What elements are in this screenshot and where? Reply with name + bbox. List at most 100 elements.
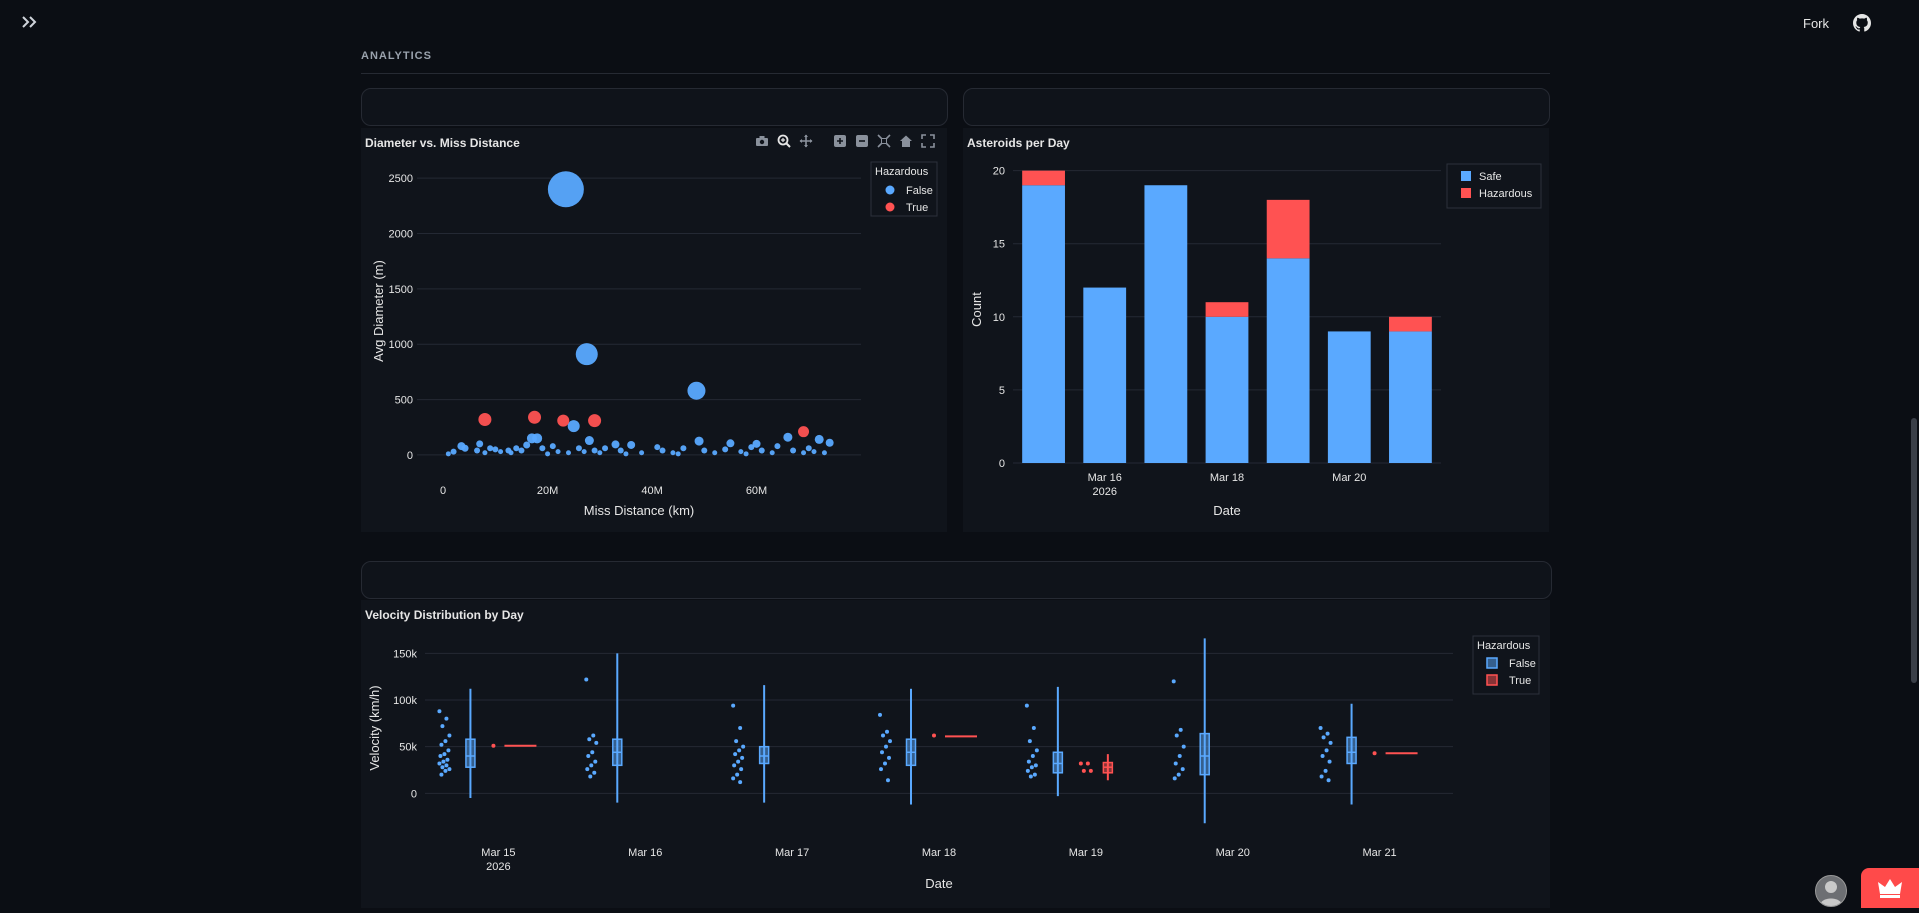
x-tick-label: Mar 20 (1216, 847, 1250, 859)
user-avatar[interactable] (1815, 875, 1847, 907)
box-body (758, 745, 770, 765)
box-point (1177, 754, 1182, 758)
y-axis-label: Count (969, 292, 984, 327)
home-icon[interactable] (899, 134, 913, 148)
data-point (474, 447, 481, 454)
bar-safe (1144, 185, 1188, 463)
data-point (591, 447, 598, 454)
box-point (594, 740, 599, 745)
y-axis-label: Velocity (km/h) (367, 685, 382, 770)
legend-title: Hazardous (1477, 640, 1531, 652)
box-point (437, 761, 442, 766)
data-point (790, 447, 797, 454)
box-point (740, 755, 745, 760)
autoscale-icon[interactable] (877, 134, 891, 148)
data-point (539, 445, 546, 452)
data-point (752, 439, 761, 448)
box-point (589, 763, 594, 768)
box-point (1321, 735, 1326, 740)
x-tick-label: Mar 16 (628, 847, 662, 859)
data-point (523, 441, 531, 449)
zoom-in-icon[interactable] (833, 134, 847, 148)
x-tick-label: 40M (641, 485, 662, 497)
camera-icon[interactable] (755, 134, 769, 148)
data-point (798, 426, 810, 438)
data-point (805, 445, 812, 452)
box-point (444, 763, 449, 768)
bar-safe (1083, 287, 1127, 463)
data-point (602, 445, 609, 452)
y-tick-label: 0 (999, 458, 1005, 470)
scatter-chart[interactable]: 0 500 1000 1500 2000 2500 0 20M 40M 60M Miss Dista… (361, 128, 947, 532)
github-icon[interactable] (1853, 14, 1871, 32)
data-point (575, 343, 598, 366)
box-point (447, 767, 452, 772)
x-axis-label: Date (925, 876, 952, 891)
box-point (1031, 726, 1036, 730)
bar-safe (1389, 331, 1432, 463)
legend-marker (885, 202, 895, 212)
data-point (811, 449, 817, 455)
scatter-chart-title: Diameter vs. Miss Distance (365, 136, 520, 150)
bar-safe (1022, 185, 1065, 463)
data-point (738, 449, 744, 455)
box-point (590, 750, 595, 755)
box-point (1028, 774, 1033, 779)
data-point (584, 436, 594, 446)
y-tick-label: 2000 (389, 229, 413, 241)
box-point (879, 767, 883, 772)
box-body (1052, 751, 1064, 774)
box-point (886, 778, 890, 783)
box-point (1318, 726, 1323, 730)
fork-link[interactable]: Fork (1803, 16, 1829, 31)
box-point (1024, 703, 1029, 708)
x-tick-label: 2026 (1092, 486, 1116, 498)
bar-safe (1266, 258, 1310, 463)
box-point (1088, 768, 1093, 773)
data-point (712, 450, 718, 456)
expand-sidebar-icon[interactable] (20, 12, 40, 32)
box-point (1026, 759, 1031, 764)
x-tick-label: Mar 19 (1069, 847, 1103, 859)
box-point (1326, 778, 1331, 783)
box-chart[interactable]: 0 50k 100k 150k Mar 15 2026 Mar 16 Mar 17 Mar 18… (361, 600, 1550, 908)
box-point (593, 759, 598, 764)
crown-badge-button[interactable] (1861, 868, 1919, 908)
box-point (733, 752, 738, 757)
data-point (801, 450, 807, 456)
box-point (1319, 774, 1324, 779)
y-tick-label: 0 (411, 788, 417, 800)
scatter-header-box (361, 88, 948, 126)
bar-chart[interactable]: 0 5 10 15 20 Mar 16 2026 Mar 18 Mar 20 Date Count S… (963, 128, 1549, 532)
box-point (1029, 765, 1034, 770)
data-point (508, 450, 514, 456)
data-point (518, 447, 525, 454)
box-point (739, 767, 744, 772)
box-point (885, 729, 889, 734)
bar-hazardous (1205, 302, 1249, 317)
legend-label: Safe (1479, 171, 1502, 183)
y-tick-label: 50k (399, 742, 417, 754)
data-point (482, 450, 488, 456)
zoom-out-icon[interactable] (855, 134, 869, 148)
y-tick-label: 1000 (389, 339, 413, 351)
x-tick-label: Mar 20 (1332, 472, 1366, 484)
x-tick-label: 20M (537, 485, 558, 497)
scatter-panel: Diameter vs. Miss Distance 0 500 1000 1500 2… (361, 128, 947, 532)
fullscreen-icon[interactable] (921, 134, 935, 148)
box-point (884, 744, 888, 749)
zoom-icon[interactable] (777, 134, 791, 148)
data-point (687, 381, 706, 400)
bar-safe (1327, 331, 1371, 463)
box-point (592, 770, 597, 775)
box-point (438, 754, 443, 758)
box-point (442, 752, 447, 757)
box-point (738, 780, 743, 785)
data-point (461, 444, 469, 452)
pan-icon[interactable] (799, 134, 813, 148)
box-point (888, 739, 892, 744)
data-point (774, 443, 781, 450)
data-point (549, 443, 556, 450)
scrollbar[interactable] (1911, 418, 1917, 683)
data-point (680, 445, 687, 452)
